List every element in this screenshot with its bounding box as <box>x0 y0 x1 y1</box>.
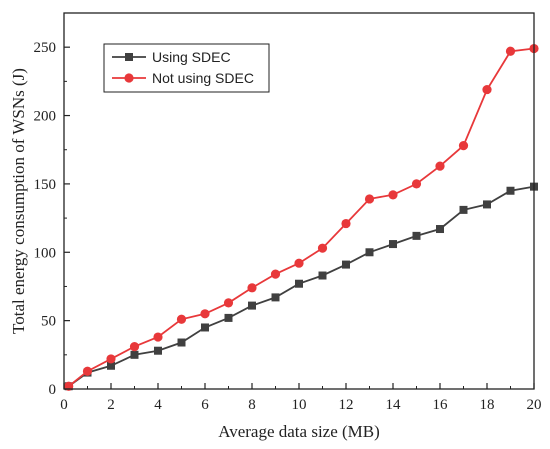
x-tick-label: 12 <box>339 397 354 413</box>
data-point <box>130 350 139 359</box>
legend-marker <box>124 73 134 83</box>
data-point <box>247 283 257 293</box>
data-point <box>201 323 209 332</box>
data-point <box>177 338 186 347</box>
data-point <box>223 298 234 308</box>
legend: Using SDEC Not using SDEC <box>103 43 270 93</box>
data-point <box>200 309 210 319</box>
x-tick-label: 16 <box>433 397 449 413</box>
data-point <box>153 332 163 342</box>
data-point <box>129 342 140 352</box>
legend-marker <box>125 53 133 61</box>
legend-label: Not using SDEC <box>152 70 254 86</box>
x-tick-label: 10 <box>292 397 307 413</box>
data-point <box>411 179 422 189</box>
data-point <box>506 186 515 195</box>
data-point <box>224 313 233 322</box>
data-point <box>341 218 351 229</box>
x-tick-label: 4 <box>154 397 162 413</box>
data-point <box>388 190 398 200</box>
x-tick-label: 18 <box>480 397 495 413</box>
data-point <box>389 240 397 249</box>
x-tick-label: 20 <box>527 397 542 413</box>
y-tick-label: 100 <box>34 245 57 261</box>
legend-box <box>103 43 270 93</box>
y-tick-label: 0 <box>49 382 57 398</box>
data-point <box>294 258 304 268</box>
data-point <box>107 361 115 370</box>
legend-label: Using SDEC <box>152 49 231 65</box>
data-point <box>248 301 256 310</box>
x-tick-label: 6 <box>201 397 209 413</box>
data-point <box>412 231 421 240</box>
data-point <box>364 194 375 204</box>
y-tick-label: 50 <box>41 314 56 330</box>
plot-area <box>64 43 539 391</box>
y-tick-label: 150 <box>34 177 57 193</box>
data-point <box>271 293 280 302</box>
series-line-2 <box>68 47 535 388</box>
x-axis-title: Average data size (MB) <box>218 422 380 441</box>
data-point <box>435 161 445 171</box>
x-tick-label: 0 <box>60 397 68 413</box>
data-point <box>505 46 516 56</box>
data-point <box>459 205 468 214</box>
y-axis-title: Total energy consumption of WSNs (J) <box>9 68 28 334</box>
data-point <box>342 260 350 269</box>
x-tick-label: 14 <box>386 397 402 413</box>
data-point <box>82 366 93 376</box>
data-point <box>458 141 469 151</box>
data-point <box>365 248 374 257</box>
x-tick-label: 2 <box>107 397 115 413</box>
x-tick-label: 8 <box>248 397 256 413</box>
data-point <box>176 314 187 324</box>
data-point <box>295 279 303 288</box>
y-tick-label: 250 <box>34 40 57 56</box>
y-tick-label: 200 <box>34 109 57 125</box>
data-point <box>106 354 116 364</box>
data-point <box>483 200 491 209</box>
data-point <box>270 269 281 279</box>
data-point <box>154 346 162 355</box>
data-point <box>482 84 492 95</box>
data-point <box>436 225 444 234</box>
data-point <box>318 271 327 280</box>
data-point <box>317 243 328 253</box>
